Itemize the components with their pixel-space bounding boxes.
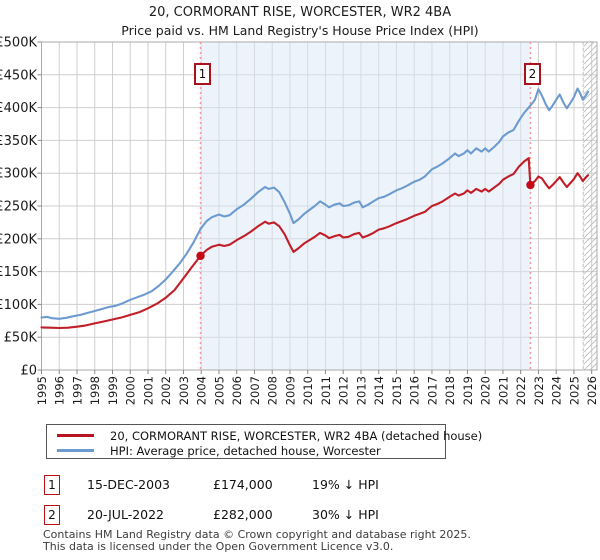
legend-label: HPI: Average price, detached house, Worc…: [110, 443, 381, 458]
table-row: 2 20-JUL-2022 £282,000 30% ↓ HPI: [0, 505, 600, 525]
svg-text:2002: 2002: [159, 376, 173, 405]
series-line: [40, 87, 590, 320]
sale-dot: [526, 180, 535, 190]
table-row: 1 15-DEC-2003 £174,000 19% ↓ HPI: [0, 475, 600, 495]
legend-label: 20, CORMORANT RISE, WORCESTER, WR2 4BA (…: [110, 428, 483, 443]
sale-dot: [196, 251, 205, 261]
svg-text:£0: £0: [20, 364, 37, 379]
hpi-comparison: 19% ↓ HPI: [312, 477, 379, 492]
svg-text:2021: 2021: [496, 376, 510, 405]
svg-text:2003: 2003: [177, 376, 191, 405]
svg-text:£250K: £250K: [0, 200, 37, 215]
no-data-hatch: [583, 42, 597, 370]
svg-text:2008: 2008: [266, 376, 280, 405]
svg-text:2024: 2024: [550, 376, 564, 405]
x-axis-labels: 1995 1996 1997 1998 1999 2000 2001 2002 2003 2004…: [35, 376, 599, 405]
svg-text:2004: 2004: [195, 376, 209, 405]
svg-text:£300K: £300K: [0, 167, 37, 182]
svg-text:£100K: £100K: [0, 298, 37, 313]
footer-line-2: This data is licensed under the Open Gov…: [43, 539, 394, 553]
svg-text:2026: 2026: [585, 376, 599, 405]
y-axis-labels: £0 £50K £100K £150K £200K £250K £300K £350K £400…: [0, 36, 37, 379]
svg-text:1997: 1997: [70, 376, 84, 405]
sale-marker-1-flag: 1: [194, 63, 211, 85]
svg-text:£150K: £150K: [0, 265, 37, 280]
price-paid-line-swatch: [57, 434, 94, 437]
row-marker-box: 1: [44, 475, 60, 495]
axis-ticks: [37, 41, 593, 374]
svg-text:2009: 2009: [283, 376, 297, 405]
hpi-line-swatch: [57, 449, 94, 452]
svg-text:1995: 1995: [35, 376, 49, 405]
svg-text:1998: 1998: [88, 376, 102, 405]
sale-marker-2-flag: 2: [524, 63, 541, 85]
svg-text:2022: 2022: [514, 376, 528, 405]
svg-text:1999: 1999: [106, 376, 120, 405]
svg-text:2018: 2018: [443, 376, 457, 405]
chart-title: 20, CORMORANT RISE, WORCESTER, WR2 4BA: [148, 5, 452, 20]
svg-text:2001: 2001: [141, 376, 155, 405]
svg-text:2025: 2025: [567, 376, 581, 405]
chart-subtitle: Price paid vs. HM Land Registry's House …: [121, 23, 479, 38]
svg-text:£50K: £50K: [4, 331, 38, 346]
price-chart: £0 £50K £100K £150K £200K £250K £300K £350K £400…: [0, 36, 599, 406]
svg-text:2005: 2005: [212, 376, 226, 405]
sale-price: £282,000: [213, 507, 273, 522]
svg-text:2011: 2011: [319, 376, 333, 405]
svg-text:£200K: £200K: [0, 232, 37, 247]
svg-text:£350K: £350K: [0, 134, 37, 149]
sale-date: 15-DEC-2003: [87, 477, 170, 492]
svg-text:£500K: £500K: [0, 36, 37, 51]
svg-text:2015: 2015: [390, 376, 404, 405]
svg-text:2000: 2000: [124, 376, 138, 405]
row-marker-box: 2: [44, 505, 60, 525]
svg-text:£400K: £400K: [0, 101, 37, 116]
svg-text:2016: 2016: [408, 376, 422, 405]
svg-text:2012: 2012: [337, 376, 351, 405]
footer-line-1: Contains HM Land Registry data © Crown c…: [43, 528, 471, 541]
svg-text:2006: 2006: [230, 376, 244, 405]
svg-text:2013: 2013: [354, 376, 368, 405]
legend-item: HPI: Average price, detached house, Worc…: [57, 443, 445, 458]
svg-text:1996: 1996: [53, 376, 67, 405]
svg-text:2007: 2007: [248, 376, 262, 405]
svg-text:2020: 2020: [479, 376, 493, 405]
legend-item: 20, CORMORANT RISE, WORCESTER, WR2 4BA (…: [57, 428, 482, 443]
svg-text:2014: 2014: [372, 376, 386, 405]
svg-text:2017: 2017: [425, 376, 439, 405]
sale-price: £174,000: [213, 477, 273, 492]
svg-text:2019: 2019: [461, 376, 475, 405]
svg-text:£450K: £450K: [0, 68, 37, 83]
svg-text:2010: 2010: [301, 376, 315, 405]
svg-text:2023: 2023: [532, 376, 546, 405]
hpi-comparison: 30% ↓ HPI: [312, 507, 379, 522]
sale-date: 20-JUL-2022: [87, 507, 165, 522]
legend: 20, CORMORANT RISE, WORCESTER, WR2 4BA (…: [46, 424, 482, 459]
footer: Contains HM Land Registry data © Crown c…: [43, 529, 583, 552]
